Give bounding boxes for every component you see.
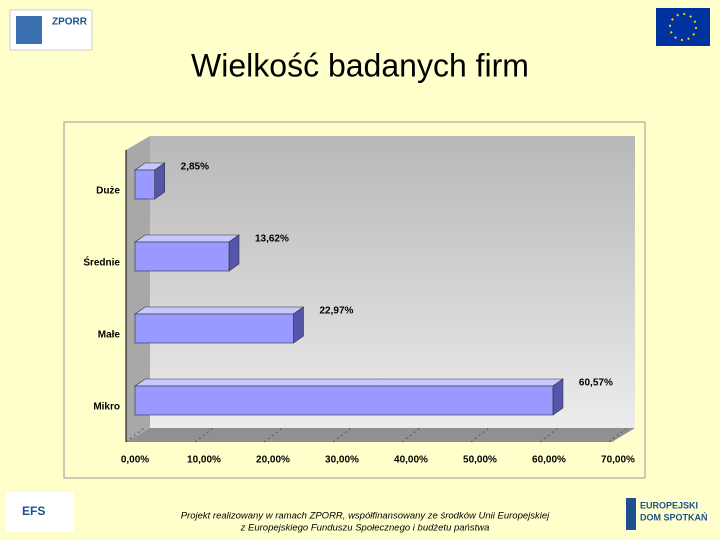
x-tick-label: 70,00% bbox=[601, 455, 635, 466]
tick-mark bbox=[608, 427, 628, 443]
eu-flag bbox=[656, 8, 710, 46]
zporr-icon bbox=[16, 16, 42, 44]
x-tick-label: 30,00% bbox=[325, 455, 359, 466]
bar bbox=[134, 313, 294, 344]
x-tick-label: 60,00% bbox=[532, 455, 566, 466]
y-tick-label: Duże bbox=[96, 186, 120, 197]
x-tick-label: 50,00% bbox=[463, 455, 497, 466]
tick-mark bbox=[263, 427, 283, 443]
y-tick-label: Małe bbox=[98, 330, 121, 341]
value-label: 2,85% bbox=[181, 162, 209, 173]
chart-title: Wielkość badanych firm bbox=[191, 47, 529, 83]
zporr-text: ZPORR bbox=[52, 17, 88, 28]
tick-mark bbox=[539, 427, 559, 443]
bar-top bbox=[134, 234, 240, 243]
floor bbox=[126, 428, 635, 442]
bar bbox=[134, 169, 155, 200]
bar-top bbox=[134, 306, 305, 315]
bar bbox=[134, 385, 554, 416]
value-label: 60,57% bbox=[579, 378, 613, 389]
x-tick-label: 10,00% bbox=[187, 455, 221, 466]
efs-logo bbox=[6, 492, 74, 532]
efs-text: EFS bbox=[22, 504, 45, 518]
x-tick-label: 40,00% bbox=[394, 455, 428, 466]
y-tick-label: Średnie bbox=[83, 256, 120, 269]
eds-text: DOM SPOTKAŃ bbox=[640, 512, 708, 522]
footer-text: Projekt realizowany w ramach ZPORR, wspó… bbox=[181, 511, 550, 522]
eds-text: EUROPEJSKI bbox=[640, 500, 698, 510]
bar-top bbox=[134, 378, 564, 387]
tick-mark bbox=[332, 427, 352, 443]
side-wall bbox=[126, 136, 150, 442]
x-tick-label: 0,00% bbox=[121, 455, 149, 466]
x-tick-label: 20,00% bbox=[256, 455, 290, 466]
tick-mark bbox=[194, 427, 214, 443]
tick-mark bbox=[470, 427, 490, 443]
value-label: 13,62% bbox=[255, 234, 289, 245]
eu-stars bbox=[669, 13, 697, 41]
value-label: 22,97% bbox=[319, 306, 353, 317]
eds-icon bbox=[626, 498, 636, 530]
y-tick-label: Mikro bbox=[93, 402, 120, 413]
tick-mark bbox=[401, 427, 421, 443]
footer-text: z Europejskiego Funduszu Społecznego i b… bbox=[240, 523, 490, 534]
bar bbox=[134, 241, 230, 272]
tick-mark bbox=[125, 427, 145, 443]
